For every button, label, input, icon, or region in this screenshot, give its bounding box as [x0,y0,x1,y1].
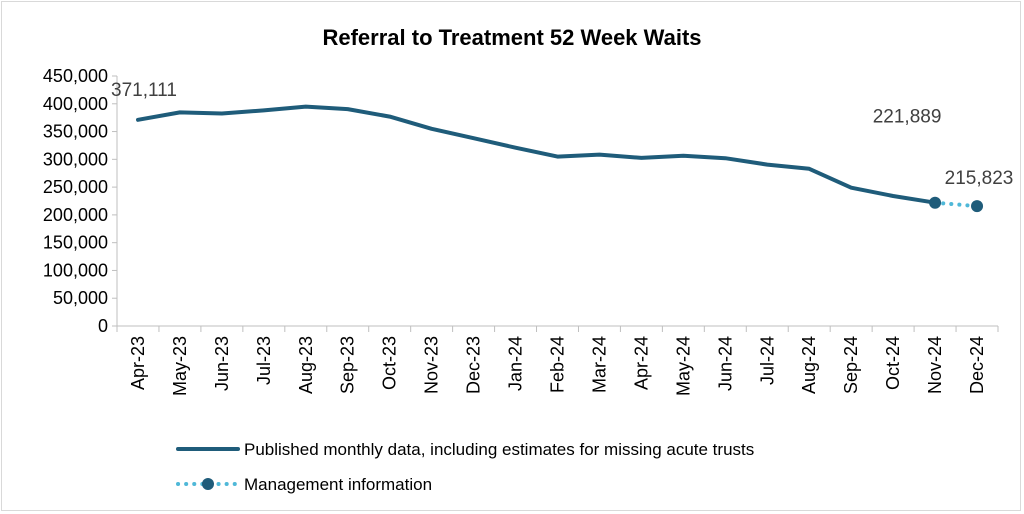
x-tick-label: Dec-24 [967,336,987,394]
series-layer [136,104,984,213]
y-tick-label: 250,000 [43,177,108,197]
y-axis: 0 50,000 100,000 150,000 200,000 250,000 300,0… [43,66,118,336]
legend-label: Published monthly data, including estima… [244,440,754,459]
y-tick-label: 200,000 [43,205,108,225]
x-tick-label: Jun-24 [715,336,735,391]
x-tick-label: Feb-24 [548,336,568,393]
y-tick-label: 100,000 [43,260,108,280]
y-tick-label: 50,000 [53,288,108,308]
x-tick-label: Aug-24 [799,336,819,394]
x-axis: Apr-23 May-23 Jun-23 Jul-23 Aug-23 Sep-23 Oct-… [116,325,999,396]
y-tick-label: 350,000 [43,122,108,142]
x-tick-label: Aug-23 [296,336,316,394]
x-tick-label: Jul-24 [757,336,777,385]
x-tick-label: Oct-23 [380,336,400,390]
x-tick-label: Dec-23 [464,336,484,394]
y-tick-label: 400,000 [43,94,108,114]
y-tick-label: 300,000 [43,149,108,169]
chart-title: Referral to Treatment 52 Week Waits [322,25,701,50]
series-line-management-information [933,200,979,209]
x-tick-label: Nov-24 [925,336,945,394]
x-tick-label: Apr-23 [128,336,148,390]
x-tick-label: Mar-24 [589,336,609,393]
y-tick-label: 150,000 [43,233,108,253]
x-tick-label: Sep-23 [338,336,358,394]
data-label: 371,111 [111,80,177,101]
x-tick-label: Jan-24 [506,336,526,391]
x-tick-label: Sep-24 [841,336,861,394]
legend-item-0: Published monthly data, including estima… [176,440,754,459]
x-tick-label: Nov-23 [422,336,442,394]
legend-item-1: Management information [176,475,432,494]
series-0 [136,104,938,205]
x-tick-label: Jul-23 [254,336,274,385]
legend-label: Management information [244,475,432,494]
series-line-published-monthly [136,104,938,205]
data-point-marker [929,196,942,209]
x-tick-label: Jun-23 [212,336,232,391]
data-label: 215,823 [945,168,1014,189]
y-tick-label: 450,000 [43,66,108,86]
x-tick-label: May-24 [673,336,693,396]
series-1 [929,196,984,213]
x-tick-label: Apr-24 [631,336,651,390]
data-label: 221,889 [873,107,942,128]
x-tick-label: May-23 [170,336,190,396]
data-point-marker [971,200,984,213]
x-tick-label: Oct-24 [883,336,903,390]
legend: Published monthly data, including estima… [176,440,754,494]
annotation-layer: 371,111 221,889 215,823 [111,80,1013,189]
legend-marker [202,478,214,490]
y-tick-label: 0 [98,316,108,336]
